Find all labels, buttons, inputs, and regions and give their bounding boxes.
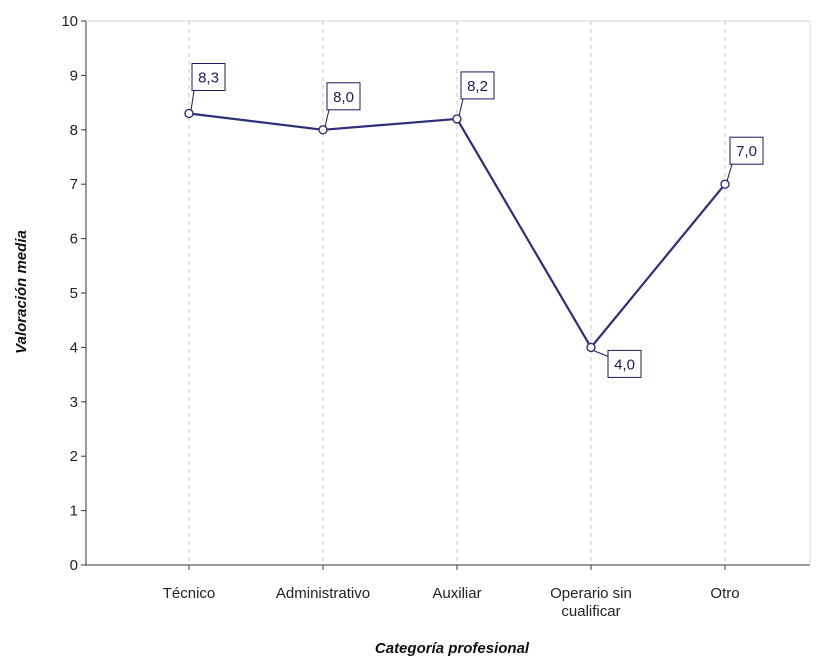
y-tick-label: 8 <box>70 122 78 139</box>
data-point <box>452 114 462 124</box>
x-category-label: Operario sin cualificar <box>550 585 632 620</box>
data-point <box>720 179 730 189</box>
data-label-box <box>729 136 764 165</box>
y-tick-label: 6 <box>70 231 78 248</box>
data-label-box <box>607 349 642 378</box>
x-category-label: Administrativo <box>276 585 370 602</box>
y-axis-title: Valoración media <box>13 230 30 354</box>
data-label-box <box>326 82 361 111</box>
x-axis-title: Categoría profesional <box>375 640 530 657</box>
y-tick-label: 7 <box>70 176 78 193</box>
y-tick-label: 2 <box>70 448 78 465</box>
data-label: 8,0 <box>333 89 354 106</box>
data-label-leader <box>190 90 195 111</box>
data-label: 8,3 <box>198 69 219 86</box>
y-tick-label: 9 <box>70 67 78 84</box>
data-label: 8,2 <box>467 78 488 95</box>
y-tick-label: 1 <box>70 503 78 520</box>
x-category-label: Otro <box>710 585 739 602</box>
axes <box>85 20 811 566</box>
data-labels: 8,3 8,0 8,2 4,0 7,0 <box>190 62 764 378</box>
y-tick-label: 3 <box>70 394 78 411</box>
x-category-label: Técnico <box>163 585 216 602</box>
grid-lines <box>188 21 726 565</box>
x-axis-categories: Técnico Administrativo Auxiliar Operario si… <box>163 565 740 620</box>
data-label-leader <box>458 98 464 117</box>
y-tick-label: 5 <box>70 285 78 302</box>
data-label-box <box>460 71 495 100</box>
data-label-leader <box>324 109 330 127</box>
data-label-leader <box>592 349 609 357</box>
y-tick-label: 10 <box>61 13 78 30</box>
data-point <box>318 125 328 135</box>
y-tick-label: 0 <box>70 557 78 574</box>
data-point <box>184 108 194 119</box>
data-label-box <box>191 62 226 91</box>
y-axis-ticks: 0 1 2 3 4 5 6 7 8 9 10 <box>61 13 86 574</box>
x-category-label: Auxiliar <box>432 585 481 602</box>
data-label: 4,0 <box>614 356 635 373</box>
data-point <box>586 342 596 353</box>
series <box>184 108 730 353</box>
data-label-leader <box>726 164 733 182</box>
y-tick-label: 4 <box>70 339 78 356</box>
data-label: 7,0 <box>736 143 757 160</box>
